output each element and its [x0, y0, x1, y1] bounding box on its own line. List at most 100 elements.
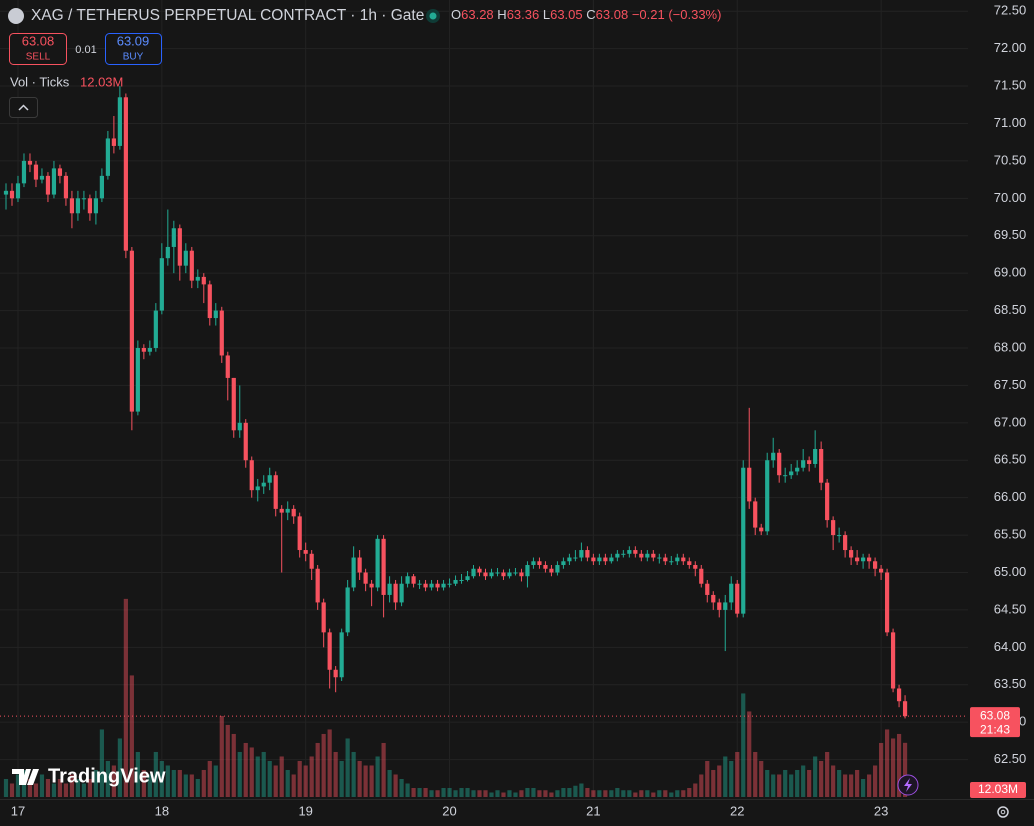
volume-bar [573, 785, 578, 797]
volume-bar [890, 738, 896, 797]
candle-body [45, 175, 51, 195]
collapse-button[interactable] [9, 97, 38, 118]
candle-body [591, 557, 596, 562]
candle-body [459, 579, 464, 581]
volume-bar [639, 790, 644, 797]
candle-body [15, 183, 21, 199]
x-tick-label: 19 [298, 803, 312, 818]
candle-body [105, 138, 110, 176]
volume-bar [315, 742, 320, 797]
candle-body [21, 160, 27, 184]
candle-body [303, 550, 308, 554]
volume-bar [795, 769, 800, 797]
volume-bar [711, 769, 716, 797]
symbol[interactable]: XAG / TETHERUS PERPETUAL CONTRACT · 1h ·… [31, 7, 424, 24]
candle-body [219, 310, 224, 356]
settings-button[interactable] [997, 806, 1009, 818]
volume-bar [105, 760, 110, 797]
volume-bar [3, 778, 9, 797]
grid [0, 0, 968, 797]
candle-body [501, 572, 506, 577]
ohlc-legend: O63.28 H63.36 L63.05 C63.08 −0.21 (−0.33… [451, 7, 721, 22]
volume-bar [741, 693, 746, 797]
volume-bar [147, 774, 152, 797]
candle-body [513, 572, 518, 574]
candle-body [843, 535, 848, 551]
candle-body [651, 553, 656, 558]
volume-bar [81, 783, 87, 797]
candle-body [465, 576, 470, 580]
candle-body [63, 175, 69, 199]
candle-body [399, 583, 404, 603]
buy-button[interactable] [105, 33, 162, 65]
candle-body [3, 190, 9, 195]
x-tick-label: 17 [11, 803, 25, 818]
volume-bar [555, 790, 560, 797]
candle-body [129, 250, 134, 412]
x-tick-label: 21 [586, 803, 600, 818]
volume-bar [729, 760, 734, 797]
volume-bar [231, 733, 236, 797]
volume-bar [255, 756, 260, 797]
candle-body [801, 460, 806, 468]
candle-body [878, 568, 884, 573]
volume-bar [627, 790, 632, 797]
sell-button[interactable] [9, 33, 67, 65]
y-tick-label: 64.50 [994, 601, 1027, 616]
candle-body [183, 250, 188, 266]
volume-bar [513, 792, 518, 797]
volume-bar [519, 790, 524, 797]
volume-bar [687, 787, 692, 797]
candle-body [273, 475, 278, 509]
volume-bar [435, 790, 440, 797]
volume-bar [291, 774, 296, 797]
volume-bar [177, 769, 182, 797]
volume-bar [459, 787, 464, 797]
volume-bar [669, 792, 674, 797]
candle-body [33, 164, 39, 180]
last-price-label: 63.08 [980, 708, 1010, 722]
candle-body [171, 228, 176, 247]
volume-bar [429, 790, 434, 797]
candle-body [735, 583, 740, 614]
candle-body [663, 557, 668, 562]
price-pane [3, 86, 908, 719]
spread: 0.01 [75, 44, 96, 56]
volume-bar [896, 733, 902, 797]
last-volume-box [970, 782, 1026, 798]
candle-body [896, 688, 902, 702]
brand-logo [12, 769, 39, 785]
volume-bar [237, 751, 242, 797]
candle-body [237, 422, 242, 431]
candle-body [315, 568, 320, 603]
volume-bar [603, 790, 608, 797]
high-value: 63.36 [507, 7, 540, 22]
candle-body [327, 632, 332, 670]
candle-body [435, 583, 440, 588]
volume-bar [369, 765, 374, 797]
candle-body [753, 501, 758, 528]
volume-bar [495, 790, 500, 797]
y-tick-label: 65.00 [994, 564, 1027, 579]
volume-bar [633, 792, 638, 797]
candle-body [507, 572, 512, 577]
candle-body [471, 568, 476, 577]
candle-body [195, 276, 200, 281]
volume-bar [411, 787, 416, 797]
volume-bar [375, 756, 380, 797]
candle-body [795, 467, 800, 472]
candle-body [813, 449, 818, 464]
candle-body [363, 572, 368, 584]
volume-bar [159, 760, 164, 797]
volume-bar [872, 765, 878, 797]
volume-bar [651, 792, 656, 797]
volume-bar [561, 787, 566, 797]
candle-body [627, 550, 632, 554]
candle-body [423, 583, 428, 588]
volume-bar [501, 792, 506, 797]
volume-bar [489, 792, 494, 797]
volume-bar [471, 790, 476, 797]
volume-bar [363, 765, 368, 797]
volume-bar [735, 751, 740, 797]
volume-bar [69, 774, 75, 797]
